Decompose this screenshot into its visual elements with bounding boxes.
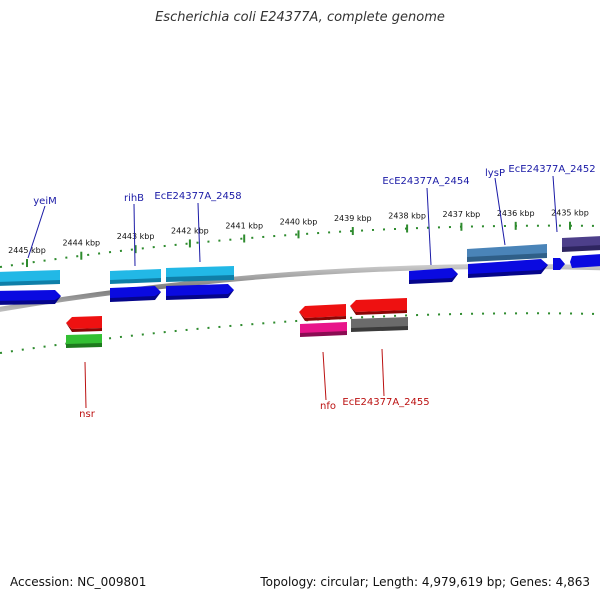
- feature-nfo-arrow[interactable]: [299, 304, 346, 321]
- feature-EcE24377A_2455[interactable]: [351, 317, 408, 332]
- kbp-tick-label: 2435 kbp: [551, 209, 589, 218]
- feature-nfo[interactable]: [300, 322, 347, 337]
- kbp-tick-label: 2436 kbp: [497, 209, 535, 218]
- feature-EcE24377A_2452[interactable]: [562, 236, 600, 252]
- feature-rihB[interactable]: [110, 269, 161, 284]
- gene-label-yeiM: yeiM: [33, 196, 56, 207]
- gene-label-nfo: nfo: [320, 401, 336, 412]
- kbp-tick-label: 2443 kbp: [117, 232, 155, 241]
- feature-lysP-outer[interactable]: [467, 244, 547, 262]
- gene-label-rihB: rihB: [124, 193, 144, 204]
- feature-nsr[interactable]: [66, 316, 102, 332]
- kbp-tick-label: 2440 kbp: [280, 217, 318, 226]
- feature-fwd-blue-edge[interactable]: [570, 254, 600, 268]
- map-title: Escherichia coli E24377A, complete genom…: [155, 10, 445, 25]
- feature-red-2[interactable]: [350, 298, 407, 315]
- label-leaders: [27, 175, 558, 409]
- kbp-tick-label: 2445 kbp: [8, 246, 46, 255]
- gene-label-nsr: nsr: [79, 409, 96, 420]
- kbp-tick-label: 2439 kbp: [334, 214, 372, 223]
- genome-summary: Topology: circular; Length: 4,979,619 bp…: [260, 575, 590, 589]
- kbp-ticks: 2445 kbp 2444 kbp 2443 kbp 2442 kbp 2441 kbp…: [8, 209, 589, 268]
- kbp-tick-label: 2444 kbp: [62, 239, 100, 248]
- feature-fwd-blue-3[interactable]: [166, 284, 234, 300]
- feature-yeiM[interactable]: [0, 270, 60, 286]
- kbp-tick-label: 2441 kbp: [225, 221, 263, 230]
- feature-fwd-blue-small[interactable]: [553, 258, 565, 270]
- kbp-tick-label: 2442 kbp: [171, 226, 209, 235]
- gene-label-EcE24377A_2454: EcE24377A_2454: [382, 176, 469, 187]
- feature-green[interactable]: [66, 334, 102, 348]
- gene-label-EcE24377A_2455: EcE24377A_2455: [342, 397, 429, 408]
- kbp-tick-label: 2437 kbp: [443, 210, 481, 219]
- accession-label: Accession: NC_009801: [10, 575, 147, 589]
- gene-label-lysP: lysP: [485, 168, 505, 179]
- feature-fwd-blue-2[interactable]: [110, 286, 161, 302]
- feature-EcE24377A_2458[interactable]: [166, 266, 234, 282]
- kbp-tick-label: 2438 kbp: [388, 211, 426, 220]
- feature-fwd-blue-1[interactable]: [0, 290, 61, 305]
- feature-lysP[interactable]: [468, 259, 548, 278]
- gene-label-EcE24377A_2458: EcE24377A_2458: [154, 191, 241, 202]
- gene-label-EcE24377A_2452: EcE24377A_2452: [508, 164, 595, 175]
- tick-track-reverse: [0, 312, 600, 354]
- feature-EcE24377A_2454[interactable]: [409, 268, 458, 284]
